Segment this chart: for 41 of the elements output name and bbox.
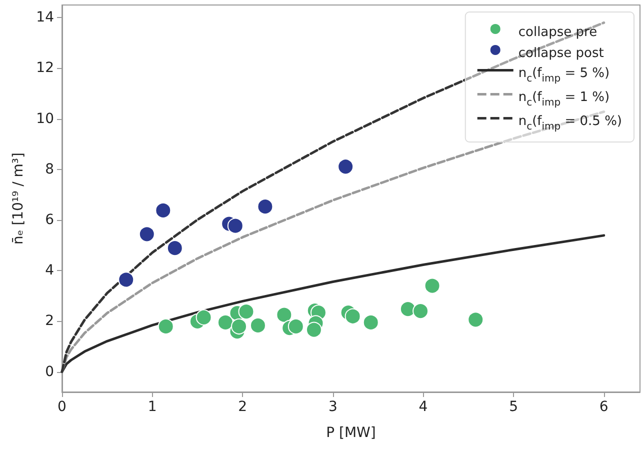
point xyxy=(118,272,134,288)
y-tick-label: 2 xyxy=(45,313,54,330)
y-tick-label: 12 xyxy=(36,60,54,76)
point xyxy=(344,308,361,324)
legend-label: collapse post xyxy=(518,46,604,61)
point xyxy=(276,306,292,323)
point xyxy=(362,314,379,330)
point xyxy=(250,317,266,334)
y-tick-label: 14 xyxy=(36,10,54,26)
x-tick-label: 5 xyxy=(509,399,518,415)
point xyxy=(138,226,155,242)
point xyxy=(288,318,304,334)
point xyxy=(166,240,183,256)
point xyxy=(196,309,212,326)
x-tick-label: 2 xyxy=(238,399,248,415)
x-axis-title: P [MW] xyxy=(326,425,376,441)
point xyxy=(306,322,322,338)
legend-label: collapse pre xyxy=(518,25,598,40)
point xyxy=(227,218,244,234)
point xyxy=(424,278,440,294)
y-tick-label: 6 xyxy=(45,212,54,228)
x-tick-label: 0 xyxy=(58,399,66,415)
y-tick-label: 8 xyxy=(45,161,54,178)
y-axis-title: n̄ₑ [10¹⁹ / m³] xyxy=(10,152,26,244)
point xyxy=(238,304,254,320)
point xyxy=(155,202,172,218)
y-tick-label: 0 xyxy=(45,364,54,380)
point xyxy=(338,158,354,175)
point xyxy=(231,318,248,334)
point xyxy=(400,301,416,318)
y-tick-label: 10 xyxy=(36,110,54,127)
y-tick-label: 4 xyxy=(45,262,54,279)
point xyxy=(412,303,429,320)
x-tick-label: 4 xyxy=(418,399,428,415)
point xyxy=(217,314,234,330)
x-tick-label: 3 xyxy=(328,399,338,415)
x-tick-label: 1 xyxy=(148,399,157,415)
point xyxy=(158,318,174,334)
x-tick-label: 6 xyxy=(599,399,608,415)
point xyxy=(257,198,274,215)
point xyxy=(468,312,484,328)
